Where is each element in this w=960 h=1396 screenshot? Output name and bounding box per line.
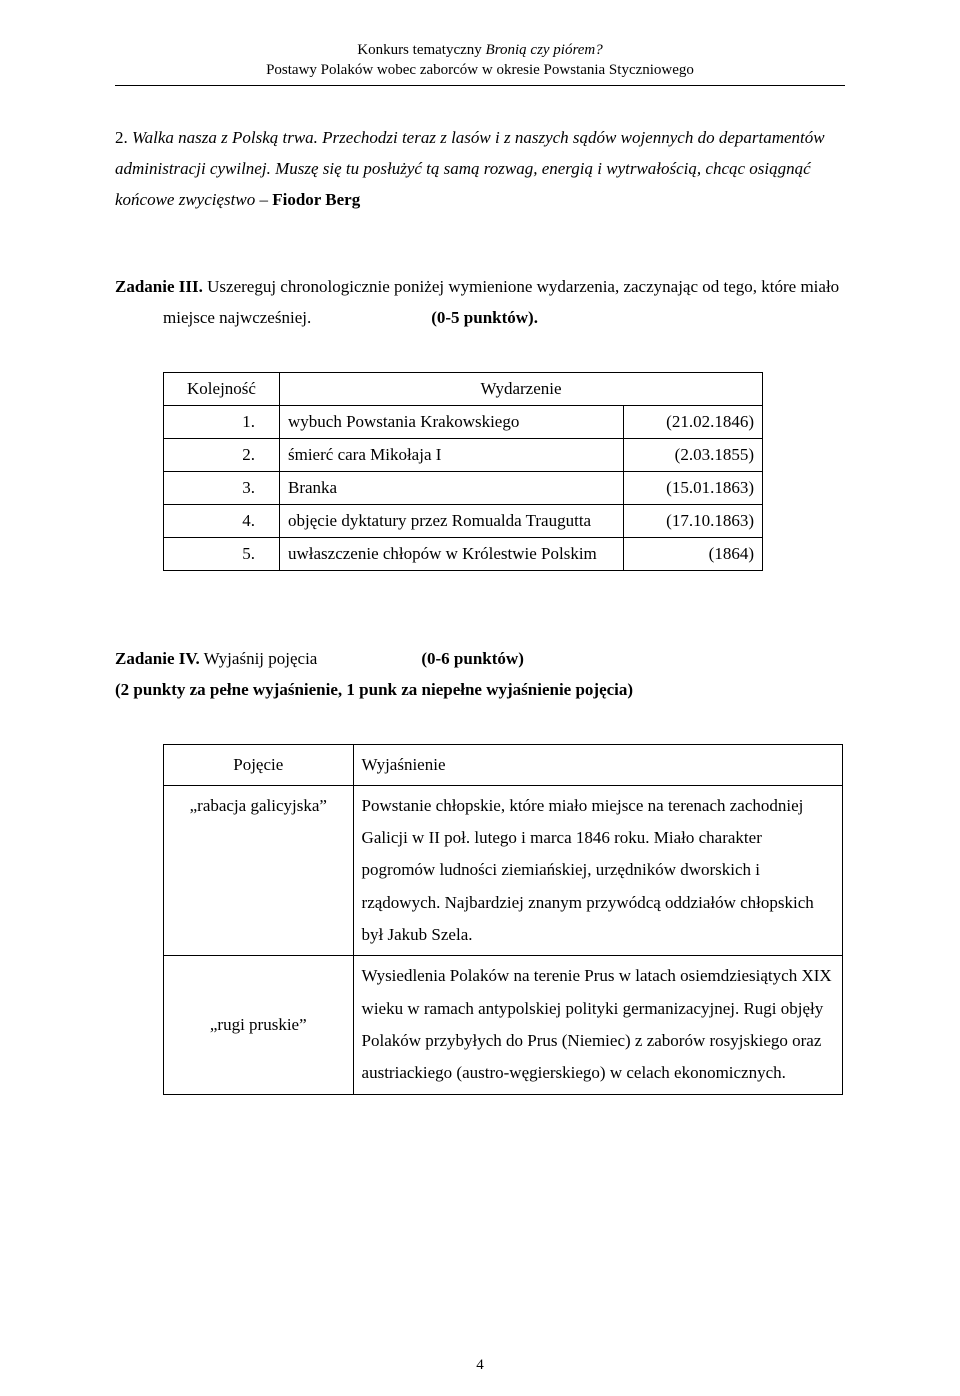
table-row: Kolejność Wydarzenie	[164, 372, 763, 405]
cell-date: (21.02.1846)	[623, 405, 762, 438]
cell-order: 2.	[164, 438, 280, 471]
task-4-title: Zadanie IV.	[115, 649, 200, 668]
cell-order: 4.	[164, 504, 280, 537]
task-3-instr-1: Uszereguj chronologicznie poniżej wymien…	[203, 277, 839, 296]
table-row: 5. uwłaszczenie chłopów w Królestwie Pol…	[164, 537, 763, 570]
para2-author: Fiodor Berg	[272, 190, 360, 209]
task-4-line-1: Zadanie IV. Wyjaśnij pojęcia(0-6 punktów…	[115, 643, 845, 674]
cell-event: uwłaszczenie chłopów w Królestwie Polski…	[280, 537, 624, 570]
table-row: 2. śmierć cara Mikołaja I (2.03.1855)	[164, 438, 763, 471]
task-3-line-1: Zadanie III. Uszereguj chronologicznie p…	[115, 271, 845, 302]
cell-term: „rabacja galicyjska”	[164, 785, 354, 955]
cell-explanation: Powstanie chłopskie, które miało miejsce…	[353, 785, 842, 955]
table-row: „rugi pruskie” Wysiedlenia Polaków na te…	[164, 956, 843, 1094]
document-header: Konkurs tematyczny Bronią czy piórem? Po…	[115, 40, 845, 81]
cell-date: (1864)	[623, 537, 762, 570]
table-row: 3. Branka (15.01.1863)	[164, 471, 763, 504]
cell-order: 3.	[164, 471, 280, 504]
para2-dash: –	[255, 190, 272, 209]
cell-order: 1.	[164, 405, 280, 438]
cell-event: śmierć cara Mikołaja I	[280, 438, 624, 471]
page: Konkurs tematyczny Bronią czy piórem? Po…	[0, 0, 960, 1396]
definitions-table: Pojęcie Wyjaśnienie „rabacja galicyjska”…	[163, 744, 843, 1095]
header-plain-2: borców w okresie Powstania Styczniowego	[433, 62, 694, 78]
cell-event: wybuch Powstania Krakowskiego	[280, 405, 624, 438]
paragraph-2: 2. Walka nasza z Polską trwa. Przechodzi…	[115, 122, 845, 216]
task-3: Zadanie III. Uszereguj chronologicznie p…	[115, 271, 845, 334]
table-row: 4. objęcie dyktatury przez Romualda Trau…	[164, 504, 763, 537]
col-header-term: Pojęcie	[164, 744, 354, 785]
task-3-line-2: miejsce najwcześniej.(0-5 punktów).	[115, 302, 845, 333]
task-3-points: (0-5 punktów).	[311, 308, 538, 327]
table-row: Pojęcie Wyjaśnienie	[164, 744, 843, 785]
task-4-points: (0-6 punktów)	[317, 649, 524, 668]
header-italic-2: Postawy Polaków wobec za	[266, 62, 433, 78]
cell-date: (15.01.1863)	[623, 471, 762, 504]
cell-event: Branka	[280, 471, 624, 504]
table-2-container: Pojęcie Wyjaśnienie „rabacja galicyjska”…	[115, 744, 845, 1095]
col-header-event: Wydarzenie	[280, 372, 763, 405]
header-italic-1: Bronią czy piórem?	[486, 42, 603, 58]
cell-event: objęcie dyktatury przez Romualda Traugut…	[280, 504, 624, 537]
page-number: 4	[0, 1357, 960, 1374]
task-4: Zadanie IV. Wyjaśnij pojęcia(0-6 punktów…	[115, 643, 845, 706]
table-1-container: Kolejność Wydarzenie 1. wybuch Powstania…	[115, 372, 845, 571]
col-header-order: Kolejność	[164, 372, 280, 405]
header-line-1: Konkurs tematyczny Bronią czy piórem?	[115, 40, 845, 60]
para2-number: 2.	[115, 128, 132, 147]
cell-term: „rugi pruskie”	[164, 956, 354, 1094]
table-row: „rabacja galicyjska” Powstanie chłopskie…	[164, 785, 843, 955]
task-4-sub: (2 punkty za pełne wyjaśnienie, 1 punk z…	[115, 674, 845, 705]
task-3-instr-2: miejsce najwcześniej.	[115, 302, 311, 333]
cell-date: (2.03.1855)	[623, 438, 762, 471]
para2-italic: Walka nasza z Polską trwa. Przechodzi te…	[115, 128, 825, 210]
events-table: Kolejność Wydarzenie 1. wybuch Powstania…	[163, 372, 763, 571]
cell-date: (17.10.1863)	[623, 504, 762, 537]
table-row: 1. wybuch Powstania Krakowskiego (21.02.…	[164, 405, 763, 438]
header-rule	[115, 85, 845, 86]
header-line-2: Postawy Polaków wobec zaborców w okresie…	[115, 60, 845, 80]
cell-explanation: Wysiedlenia Polaków na terenie Prus w la…	[353, 956, 842, 1094]
task-4-label: Wyjaśnij pojęcia	[200, 649, 318, 668]
col-header-explanation: Wyjaśnienie	[353, 744, 842, 785]
cell-order: 5.	[164, 537, 280, 570]
header-prefix: Konkurs tematyczny	[357, 42, 485, 58]
task-3-title: Zadanie III.	[115, 277, 203, 296]
